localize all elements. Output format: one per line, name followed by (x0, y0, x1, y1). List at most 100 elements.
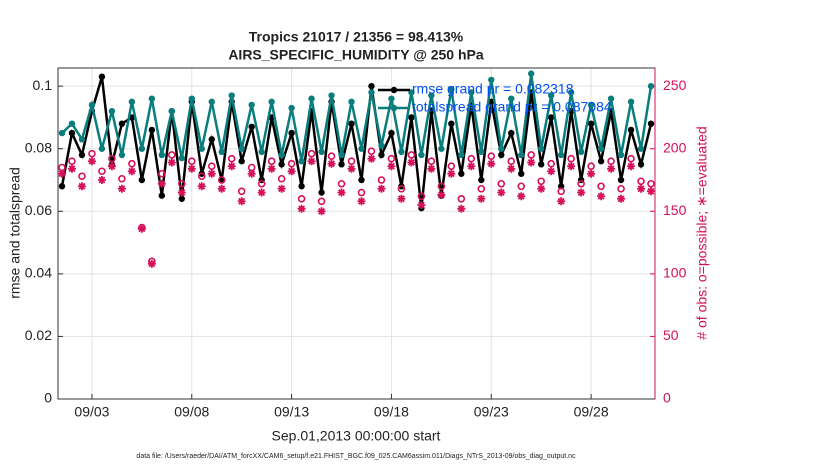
point-possible (617, 184, 625, 193)
point (98, 145, 106, 152)
point-possible (317, 197, 326, 206)
point (188, 95, 195, 102)
point-evaluated (547, 167, 556, 176)
point (368, 82, 375, 90)
point (458, 170, 465, 177)
point-evaluated (647, 187, 656, 196)
point-possible (287, 159, 296, 168)
point-evaluated (57, 169, 66, 178)
point (418, 151, 425, 159)
point-possible (337, 179, 346, 188)
point-evaluated (177, 188, 186, 197)
point-evaluated (187, 164, 196, 173)
point-possible (207, 162, 216, 171)
point-possible (88, 149, 96, 158)
point-evaluated (417, 201, 426, 210)
point-possible (477, 184, 486, 193)
point-possible (627, 154, 635, 163)
point (138, 145, 146, 152)
legend-label: totalspread grand pr = 0.087084 (412, 99, 612, 115)
point-possible (128, 159, 136, 168)
point-possible (158, 169, 166, 178)
point (378, 151, 385, 159)
point-possible (577, 179, 585, 188)
point (368, 89, 375, 96)
point-possible (297, 194, 306, 203)
point-possible (247, 163, 256, 172)
point (537, 161, 545, 168)
point (587, 101, 595, 109)
point (557, 151, 565, 159)
point (238, 158, 245, 165)
point (617, 151, 625, 159)
point (168, 107, 176, 115)
point (428, 92, 435, 99)
point (518, 151, 525, 159)
point (208, 98, 215, 105)
point-possible (637, 177, 645, 186)
point-possible (547, 159, 555, 168)
point (388, 129, 395, 137)
point-evaluated (227, 162, 236, 171)
point-evaluated (557, 197, 566, 206)
point-possible (507, 157, 516, 166)
point (78, 136, 86, 143)
series-line (61, 73, 653, 162)
point (508, 129, 515, 137)
point (118, 151, 126, 159)
point (258, 148, 265, 156)
point (288, 129, 295, 137)
y2-tick-label: 200 (663, 139, 687, 155)
point (448, 120, 455, 127)
point (468, 89, 475, 96)
point-possible (217, 176, 226, 184)
point-evaluated (157, 179, 166, 188)
point (278, 161, 285, 168)
point (338, 151, 345, 159)
point-possible (527, 151, 536, 159)
point-possible (78, 172, 86, 181)
point (647, 120, 655, 127)
point-evaluated (327, 159, 336, 168)
point-possible (517, 182, 526, 191)
point-possible (557, 187, 565, 196)
point-possible (357, 188, 366, 197)
point (498, 151, 505, 159)
point (528, 70, 535, 77)
point-evaluated (267, 164, 276, 173)
point-possible (427, 157, 436, 166)
point-evaluated (437, 191, 446, 200)
point (617, 176, 625, 184)
point (138, 176, 146, 184)
point (128, 98, 136, 105)
point-evaluated (87, 157, 96, 166)
point (148, 95, 156, 102)
point-possible (237, 187, 246, 196)
point (228, 92, 235, 99)
point-evaluated (247, 169, 256, 178)
point-evaluated (367, 154, 376, 163)
point (338, 161, 345, 168)
point-evaluated (307, 157, 316, 166)
y2-tick-label: 50 (663, 327, 679, 343)
point-evaluated (77, 182, 86, 191)
point-evaluated (447, 169, 456, 178)
point-possible (327, 152, 336, 161)
y2-axis-label: # of obs: o=possible; ∗=evaluated (694, 126, 710, 339)
point-possible (437, 182, 446, 191)
point-possible (377, 176, 386, 184)
point-evaluated (217, 184, 226, 193)
point-evaluated (477, 194, 486, 203)
point (318, 189, 325, 196)
point-evaluated (237, 197, 246, 206)
point-evaluated (337, 188, 346, 197)
point (637, 145, 645, 152)
point-evaluated (427, 164, 436, 173)
point-evaluated (577, 188, 586, 197)
point (448, 86, 455, 93)
point (547, 114, 555, 121)
point-evaluated (137, 224, 146, 233)
point (178, 195, 185, 202)
point-possible (307, 149, 316, 158)
x-tick-label: 09/23 (474, 404, 509, 420)
